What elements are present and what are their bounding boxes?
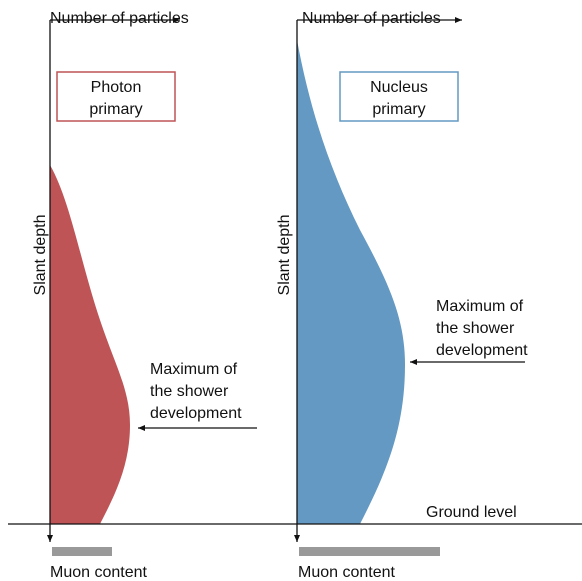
y-axis-label: Slant depth [32,215,49,296]
annotation: development [150,405,242,422]
annotation: the shower [150,383,229,400]
y-axis-label: Slant depth [276,215,293,296]
label-box [56,71,176,122]
annotation: the shower [436,320,515,337]
photon-panel: Number of particles Slant depth Photon p… [32,10,257,581]
annotation: Maximum of [436,298,524,315]
annotation: development [436,342,528,359]
box-line: Nucleus [370,79,428,96]
muon-label: Muon content [50,564,148,581]
muon-bar [52,547,112,556]
nucleus-panel: Number of particles Slant depth Nucleus … [276,10,528,581]
label-box [339,71,459,122]
x-axis-label: Number of particles [302,10,441,27]
box-line: Photon [91,79,142,96]
box-line: primary [89,101,142,118]
muon-label: Muon content [298,564,396,581]
annotation: Maximum of [150,361,238,378]
nucleus-shower [297,40,405,524]
muon-bar [299,547,440,556]
photon-shower [50,165,130,524]
box-line: primary [372,101,425,118]
ground-label: Ground level [426,504,517,521]
x-axis-label: Number of particles [50,10,189,27]
